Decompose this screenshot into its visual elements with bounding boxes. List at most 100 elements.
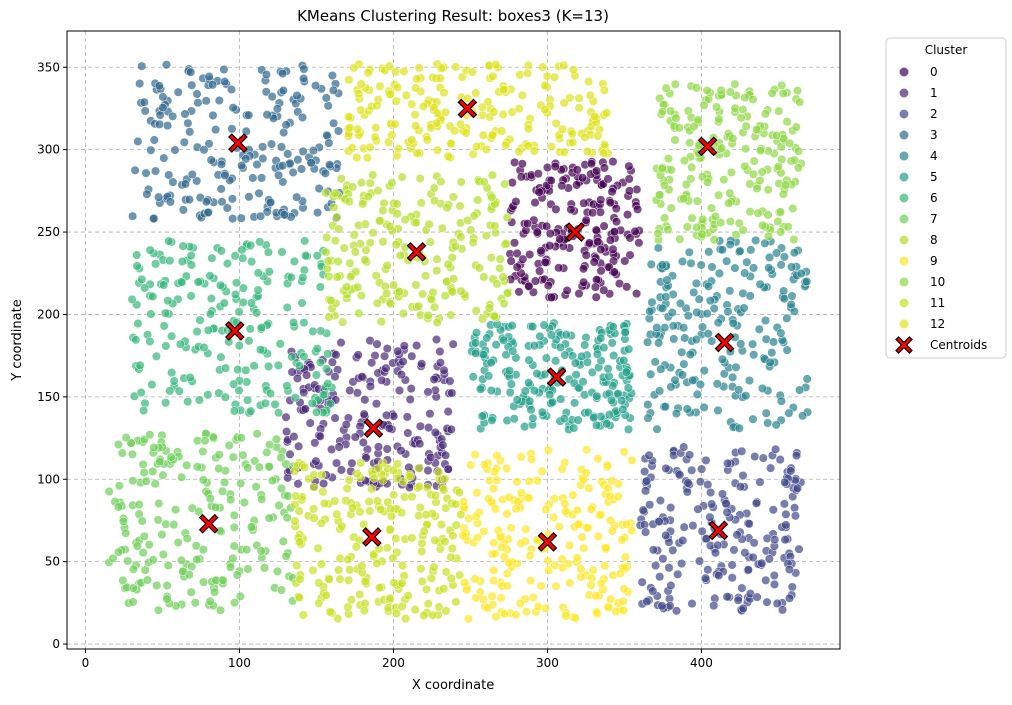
data-point (540, 81, 550, 91)
data-point (581, 332, 591, 343)
data-point (320, 168, 330, 178)
data-point (679, 156, 689, 166)
data-point (435, 358, 445, 368)
data-point (293, 479, 303, 489)
data-point (679, 442, 689, 452)
data-point (567, 129, 577, 139)
data-point (658, 106, 668, 117)
data-point (595, 207, 605, 217)
data-point (566, 204, 576, 215)
data-point (740, 268, 750, 278)
data-point (528, 592, 538, 602)
data-point (253, 268, 263, 278)
data-point (463, 614, 473, 624)
data-point (128, 597, 138, 607)
data-point (725, 216, 735, 227)
data-point (180, 179, 190, 189)
data-point (526, 405, 536, 415)
data-point (506, 523, 516, 533)
data-point (128, 476, 138, 486)
data-point (162, 580, 172, 591)
data-point (290, 393, 300, 403)
data-point (705, 512, 715, 522)
data-point (732, 530, 742, 540)
data-point (329, 118, 339, 128)
data-point (429, 562, 439, 572)
data-point (214, 388, 224, 398)
data-point (682, 404, 692, 414)
data-point (173, 537, 183, 548)
data-point (382, 543, 392, 553)
data-point (488, 575, 499, 586)
data-point (239, 497, 249, 508)
data-point (623, 210, 633, 220)
data-point (617, 396, 627, 406)
data-point (479, 526, 489, 537)
data-point (641, 486, 651, 496)
data-point (572, 553, 582, 563)
data-point (663, 154, 674, 164)
data-point (133, 318, 143, 329)
data-point (638, 505, 648, 515)
data-point (436, 177, 446, 187)
data-point (186, 587, 196, 597)
legend-marker-0 (899, 67, 909, 77)
data-point (602, 419, 612, 429)
legend-marker-centroids (895, 336, 913, 354)
data-point (458, 530, 468, 540)
data-point (579, 543, 589, 553)
cluster-4-points (643, 235, 813, 434)
data-point (568, 490, 578, 500)
data-point (456, 232, 466, 242)
legend-label-11: 11 (930, 296, 945, 310)
data-point (687, 599, 697, 609)
data-point (758, 453, 768, 463)
data-point (357, 561, 367, 571)
data-point (258, 142, 268, 152)
data-point (802, 276, 812, 287)
data-point (329, 202, 339, 212)
data-point (429, 183, 439, 193)
data-point (205, 309, 215, 319)
data-point (686, 258, 696, 268)
data-point (516, 538, 526, 548)
data-point (232, 570, 242, 580)
data-point (619, 447, 629, 457)
data-point (539, 320, 549, 330)
data-point (237, 160, 247, 171)
data-point (159, 280, 169, 290)
data-point (283, 149, 293, 159)
data-point (317, 470, 327, 480)
data-point (315, 357, 325, 368)
data-point (220, 170, 230, 180)
data-point (265, 440, 275, 450)
data-point (604, 410, 614, 420)
data-point (512, 477, 522, 487)
cluster-10-points (651, 79, 806, 245)
data-point (178, 205, 188, 215)
data-point (675, 470, 685, 480)
data-point (429, 196, 439, 206)
data-point (592, 420, 602, 430)
data-point (541, 603, 551, 613)
data-point (385, 89, 395, 99)
data-point (279, 210, 289, 220)
data-point (293, 155, 303, 165)
data-point (199, 577, 209, 587)
data-point (169, 520, 179, 530)
data-point (333, 256, 343, 267)
data-point (600, 561, 610, 571)
data-point (596, 578, 606, 588)
data-point (528, 413, 538, 423)
data-point (437, 223, 447, 233)
data-point (664, 563, 674, 573)
data-point (660, 213, 670, 223)
data-point (754, 324, 764, 334)
data-point (145, 245, 155, 255)
data-point (685, 138, 695, 148)
data-point (389, 578, 399, 588)
data-point (261, 87, 271, 97)
data-point (540, 257, 550, 267)
data-point (524, 378, 534, 388)
data-point (697, 322, 708, 332)
